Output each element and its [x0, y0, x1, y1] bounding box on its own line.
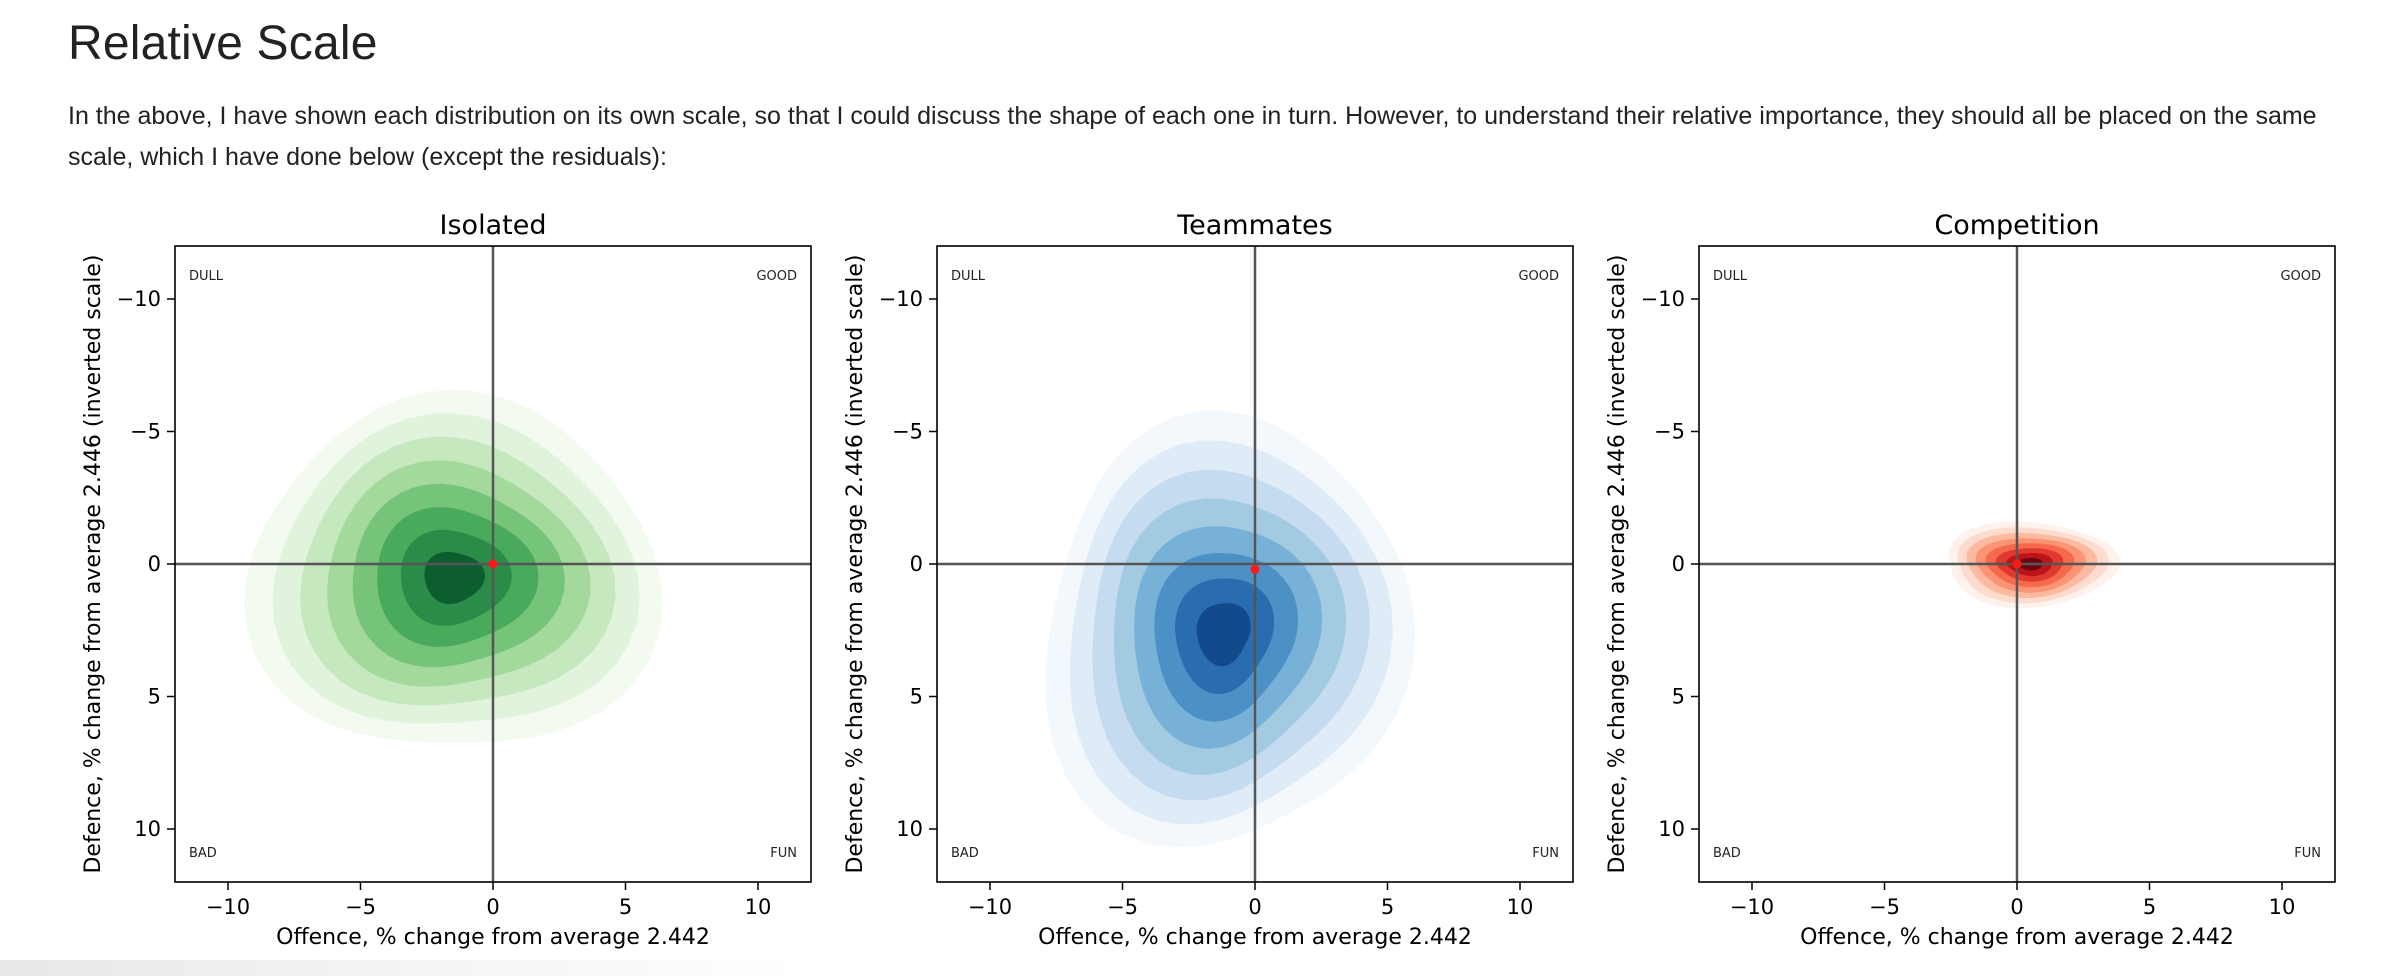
- bottom-shadow: [0, 960, 800, 976]
- quadrant-label-bad: BAD: [951, 846, 979, 861]
- y-tick-label: 5: [148, 685, 161, 709]
- reference-point: [1250, 564, 1260, 574]
- density-level-8: [1196, 603, 1251, 667]
- y-tick-label: 0: [1672, 552, 1685, 576]
- x-axis-label: Offence, % change from average 2.442: [276, 925, 710, 950]
- y-tick-label: −5: [1654, 420, 1685, 444]
- x-tick-label: 5: [619, 895, 632, 919]
- x-tick-label: 5: [1381, 895, 1394, 919]
- chart-panel-competition: DULL GOOD BAD FUN −10 −5 0 5 10 −10 −5 0 5 10 Competit…: [1605, 210, 2336, 950]
- x-tick-label: −5: [1869, 895, 1900, 919]
- reference-point: [2012, 559, 2022, 569]
- y-tick-label: 5: [910, 685, 923, 709]
- x-tick-label: 0: [1248, 895, 1261, 919]
- quadrant-label-good: GOOD: [2280, 269, 2321, 284]
- x-tick-label: −10: [968, 895, 1012, 919]
- y-tick-label: −10: [1641, 287, 1685, 311]
- x-tick-label: 0: [2010, 895, 2023, 919]
- x-axis-label: Offence, % change from average 2.442: [1038, 925, 1472, 950]
- y-tick-label: −5: [130, 420, 161, 444]
- quadrant-label-fun: FUN: [2294, 846, 2321, 861]
- x-tick-label: 10: [1507, 895, 1534, 919]
- quadrant-label-dull: DULL: [1713, 269, 1748, 284]
- quadrant-label-good: GOOD: [1518, 269, 1559, 284]
- y-axis-label: Defence, % change from average 2.446 (in…: [81, 254, 106, 873]
- x-tick-label: −10: [206, 895, 250, 919]
- x-axis-label: Offence, % change from average 2.442: [1800, 925, 2234, 950]
- chart-title: Isolated: [440, 210, 547, 241]
- reference-point: [488, 559, 498, 569]
- y-tick-label: 0: [148, 552, 161, 576]
- y-tick-label: 0: [910, 552, 923, 576]
- y-tick-label: −5: [892, 420, 923, 444]
- intro-paragraph: In the above, I have shown each distribu…: [68, 102, 2317, 171]
- x-tick-label: −5: [345, 895, 376, 919]
- density-contours: [243, 389, 663, 743]
- chart-title: Competition: [1934, 210, 2099, 241]
- y-tick-label: −10: [117, 287, 161, 311]
- chart-panel-teammates: DULL GOOD BAD FUN −10 −5 0 5 10 −10 −5 0 5 10 Teammate…: [843, 210, 1574, 950]
- y-tick-label: 10: [1658, 817, 1685, 841]
- density-contours: [1045, 410, 1416, 848]
- quadrant-label-bad: BAD: [1713, 846, 1741, 861]
- quadrant-label-good: GOOD: [756, 269, 797, 284]
- quadrant-label-dull: DULL: [189, 269, 224, 284]
- quadrant-label-fun: FUN: [1532, 846, 1559, 861]
- section-title: Relative Scale: [68, 17, 378, 70]
- quadrant-label-fun: FUN: [770, 846, 797, 861]
- density-contours: [1948, 521, 2121, 609]
- x-tick-label: −10: [1730, 895, 1774, 919]
- y-tick-label: 10: [896, 817, 923, 841]
- chart-title: Teammates: [1176, 210, 1332, 241]
- y-axis-label: Defence, % change from average 2.446 (in…: [1605, 254, 1630, 873]
- x-tick-label: 10: [2269, 895, 2296, 919]
- quadrant-label-dull: DULL: [951, 269, 986, 284]
- x-tick-label: 0: [486, 895, 499, 919]
- x-tick-label: −5: [1107, 895, 1138, 919]
- x-tick-label: 5: [2143, 895, 2156, 919]
- y-tick-label: 10: [134, 817, 161, 841]
- y-tick-label: 5: [1672, 685, 1685, 709]
- quadrant-label-bad: BAD: [189, 846, 217, 861]
- chart-figure: DULL GOOD BAD FUN −10 −5 0 5 10 −10 −5 0 5 10 Isolated…: [81, 210, 2336, 950]
- y-tick-label: −10: [879, 287, 923, 311]
- y-axis-label: Defence, % change from average 2.446 (in…: [843, 254, 868, 873]
- chart-panel-isolated: DULL GOOD BAD FUN −10 −5 0 5 10 −10 −5 0 5 10 Isolated…: [81, 210, 812, 950]
- x-tick-label: 10: [745, 895, 772, 919]
